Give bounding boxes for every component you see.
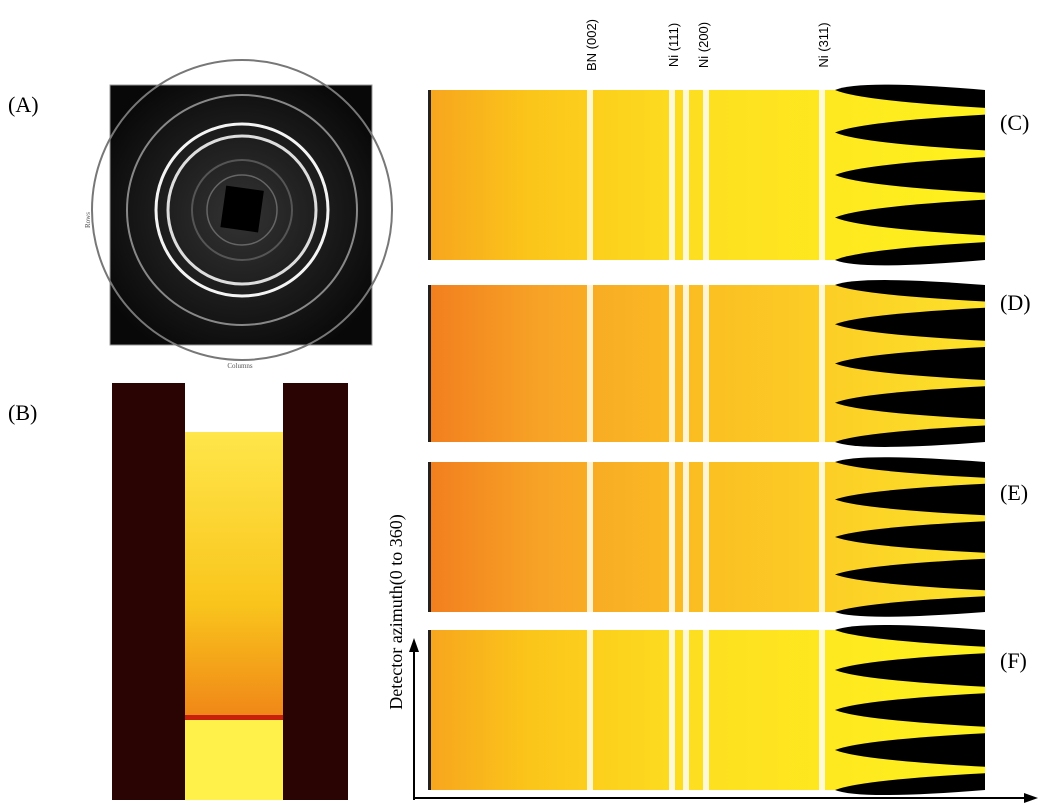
shadow-lobe bbox=[835, 483, 985, 516]
panel-label: (B) bbox=[8, 400, 37, 425]
shadow-lobe bbox=[835, 242, 985, 266]
peak-label: Ni (111) bbox=[666, 23, 681, 67]
peak-line bbox=[683, 630, 689, 790]
shadow-lobe bbox=[835, 693, 985, 727]
peak-line bbox=[703, 90, 709, 260]
shadow-lobe bbox=[835, 347, 985, 380]
shadow-lobe bbox=[835, 199, 985, 236]
strip-edge bbox=[428, 285, 431, 442]
y-axis-label: Detector azimuth(0 to 360) bbox=[386, 514, 407, 709]
sample-lower bbox=[185, 720, 283, 800]
shadow-lobe bbox=[835, 596, 985, 617]
peak-line bbox=[819, 285, 825, 442]
strip-edge bbox=[428, 462, 431, 612]
shadow-lobe bbox=[835, 521, 985, 553]
x-axis-title: Columns bbox=[227, 362, 253, 370]
peak-label: Ni (200) bbox=[696, 22, 711, 68]
panel-label: (C) bbox=[1000, 110, 1029, 135]
peak-line bbox=[819, 630, 825, 790]
shadow-lobe bbox=[835, 558, 985, 591]
peak-label: BN (002) bbox=[584, 19, 599, 71]
beamstop bbox=[220, 185, 264, 233]
peak-line bbox=[703, 285, 709, 442]
peak-line bbox=[587, 462, 593, 612]
panel-label: (D) bbox=[1000, 290, 1031, 315]
peak-line bbox=[669, 462, 675, 612]
peak-line bbox=[683, 285, 689, 442]
strip-edge bbox=[428, 630, 431, 790]
peak-line bbox=[683, 462, 689, 612]
arrowhead bbox=[1024, 793, 1038, 803]
peak-line bbox=[683, 90, 689, 260]
shadow-lobe bbox=[835, 425, 985, 447]
sample bbox=[185, 432, 283, 718]
peak-line bbox=[587, 90, 593, 260]
shadow-lobe bbox=[835, 157, 985, 193]
strip-edge bbox=[428, 90, 431, 260]
shadow-lobe bbox=[835, 733, 985, 767]
panel-label: (F) bbox=[1000, 648, 1027, 673]
arrowhead bbox=[409, 638, 419, 652]
panel-label: (E) bbox=[1000, 480, 1028, 505]
y-axis-title: Rows bbox=[84, 212, 92, 228]
peak-line bbox=[703, 462, 709, 612]
peak-line bbox=[587, 630, 593, 790]
shadow-lobe bbox=[835, 114, 985, 151]
panel-label: (A) bbox=[8, 92, 39, 117]
peak-label: Ni (311) bbox=[816, 22, 831, 67]
shadow-lobe bbox=[835, 653, 985, 687]
shadow-lobe bbox=[835, 624, 985, 647]
peak-line bbox=[669, 90, 675, 260]
interface bbox=[185, 715, 283, 720]
peak-line bbox=[819, 462, 825, 612]
shadow-lobe bbox=[835, 773, 985, 796]
peak-line bbox=[669, 630, 675, 790]
shadow-lobe bbox=[835, 84, 985, 108]
peak-line bbox=[703, 630, 709, 790]
shadow-lobe bbox=[835, 457, 985, 478]
peak-line bbox=[819, 90, 825, 260]
peak-line bbox=[669, 285, 675, 442]
shadow-lobe bbox=[835, 386, 985, 420]
shadow-lobe bbox=[835, 280, 985, 302]
gap bbox=[185, 383, 283, 433]
shadow-lobe bbox=[835, 307, 985, 341]
rings bbox=[91, 59, 393, 361]
peak-line bbox=[587, 285, 593, 442]
